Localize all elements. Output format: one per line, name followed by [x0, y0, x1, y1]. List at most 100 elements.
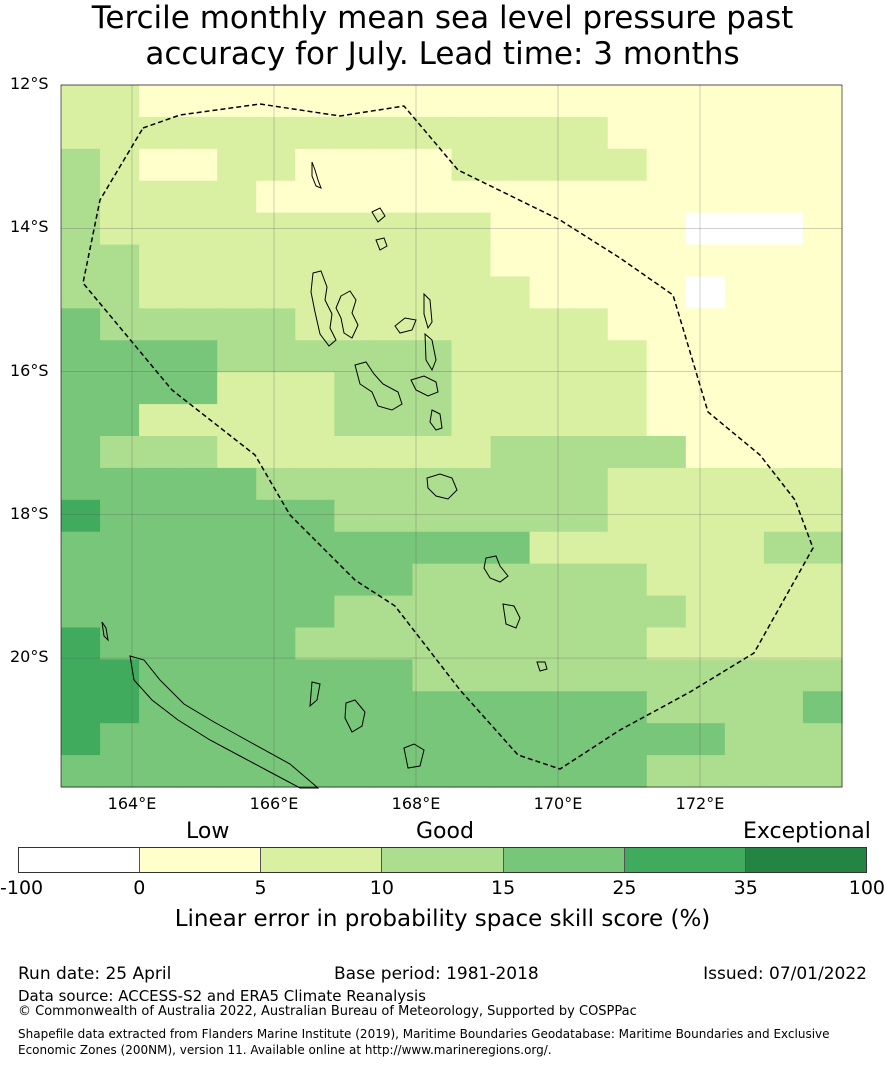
skill-cell [295, 85, 335, 118]
skill-cell [646, 116, 687, 150]
skill-cell [139, 627, 179, 660]
skill-cell [139, 691, 179, 724]
skill-cell [802, 723, 843, 756]
skill-cell [139, 723, 179, 756]
skill-cell [61, 372, 101, 405]
skill-cell [685, 244, 726, 278]
island-outline [311, 161, 322, 189]
skill-cell [490, 659, 531, 692]
skill-cell [217, 340, 257, 373]
skill-cell [490, 372, 531, 405]
map-title: Tercile monthly mean sea level pressure … [0, 0, 885, 72]
skill-cell [802, 755, 843, 788]
eez-boundary [82, 103, 814, 770]
skill-cell [568, 595, 609, 629]
skill-cell [490, 148, 531, 182]
skill-cell [646, 563, 687, 597]
skill-cell [802, 467, 843, 501]
skill-cell [217, 563, 257, 597]
skill-cell [763, 467, 804, 501]
skill-cell [334, 499, 374, 533]
skill-cell [256, 276, 296, 309]
skill-map [60, 84, 843, 789]
skill-cell [334, 180, 374, 214]
skill-cell [763, 340, 804, 373]
longitude-label: 166°E [249, 794, 299, 813]
skill-cell [61, 404, 101, 437]
skill-cell [100, 85, 140, 118]
skill-cell [685, 755, 726, 788]
skill-cell [568, 276, 609, 309]
skill-cell [61, 116, 101, 150]
skill-cell [61, 531, 101, 565]
island-outline [101, 621, 109, 642]
skill-cell [490, 404, 531, 437]
skill-cell [334, 659, 374, 692]
skill-cell [139, 340, 179, 373]
skill-cell [607, 499, 648, 533]
skill-cell [100, 308, 140, 341]
skill-cell [256, 116, 296, 150]
skill-cell [178, 531, 218, 565]
skill-cell [802, 148, 843, 182]
island-outline [354, 361, 403, 411]
skill-cell [100, 627, 140, 660]
skill-cell [61, 308, 101, 341]
skill-cell [802, 308, 843, 341]
skill-cell [373, 755, 414, 788]
skill-cell [724, 467, 765, 501]
skill-cell [646, 244, 687, 278]
skill-cell [646, 499, 687, 533]
skill-cell [568, 148, 609, 182]
skill-cell [685, 372, 726, 405]
skill-cell [61, 467, 101, 501]
skill-cell [256, 659, 296, 692]
skill-cell [763, 531, 804, 565]
skill-cell [685, 531, 726, 565]
skill-cell [100, 244, 140, 278]
skill-cell [217, 85, 257, 118]
colorbar-tick-label: 5 [254, 877, 267, 899]
skill-cell [139, 148, 179, 182]
skill-cell [100, 595, 140, 629]
skill-cell [178, 340, 218, 373]
skill-cell [451, 404, 492, 437]
skill-cell [724, 627, 765, 660]
skill-cell [100, 340, 140, 373]
skill-cell [178, 148, 218, 182]
skill-cell [763, 180, 804, 214]
skill-cell [139, 595, 179, 629]
skill-cell [373, 595, 414, 629]
skill-cell [685, 499, 726, 533]
skill-cell [295, 116, 335, 150]
longitude-label: 168°E [391, 794, 441, 813]
skill-cell [685, 436, 726, 469]
skill-cell [490, 467, 531, 501]
skill-cell [529, 531, 570, 565]
longitude-label: 164°E [107, 794, 157, 813]
skill-cell [61, 180, 101, 214]
skill-cell [139, 404, 179, 437]
skill-cell [724, 85, 765, 118]
colorbar-segment [261, 848, 383, 872]
skill-cell [412, 85, 453, 118]
skill-cell [685, 308, 726, 341]
skill-cell [100, 180, 140, 214]
skill-cell [334, 244, 374, 278]
skill-cell [568, 244, 609, 278]
skill-cell [100, 531, 140, 565]
skill-cell [217, 404, 257, 437]
skill-cell [61, 244, 101, 278]
island-outline [310, 270, 337, 347]
skill-cell [529, 148, 570, 182]
skill-cell [490, 436, 531, 469]
skill-cell [568, 180, 609, 214]
skill-cell [373, 627, 414, 660]
skill-cell [451, 244, 492, 278]
skill-cell [607, 244, 648, 278]
skill-cell [256, 499, 296, 533]
skill-cell [724, 595, 765, 629]
skill-cell [295, 691, 335, 724]
skill-cell [295, 212, 335, 246]
skill-cell [412, 595, 453, 629]
